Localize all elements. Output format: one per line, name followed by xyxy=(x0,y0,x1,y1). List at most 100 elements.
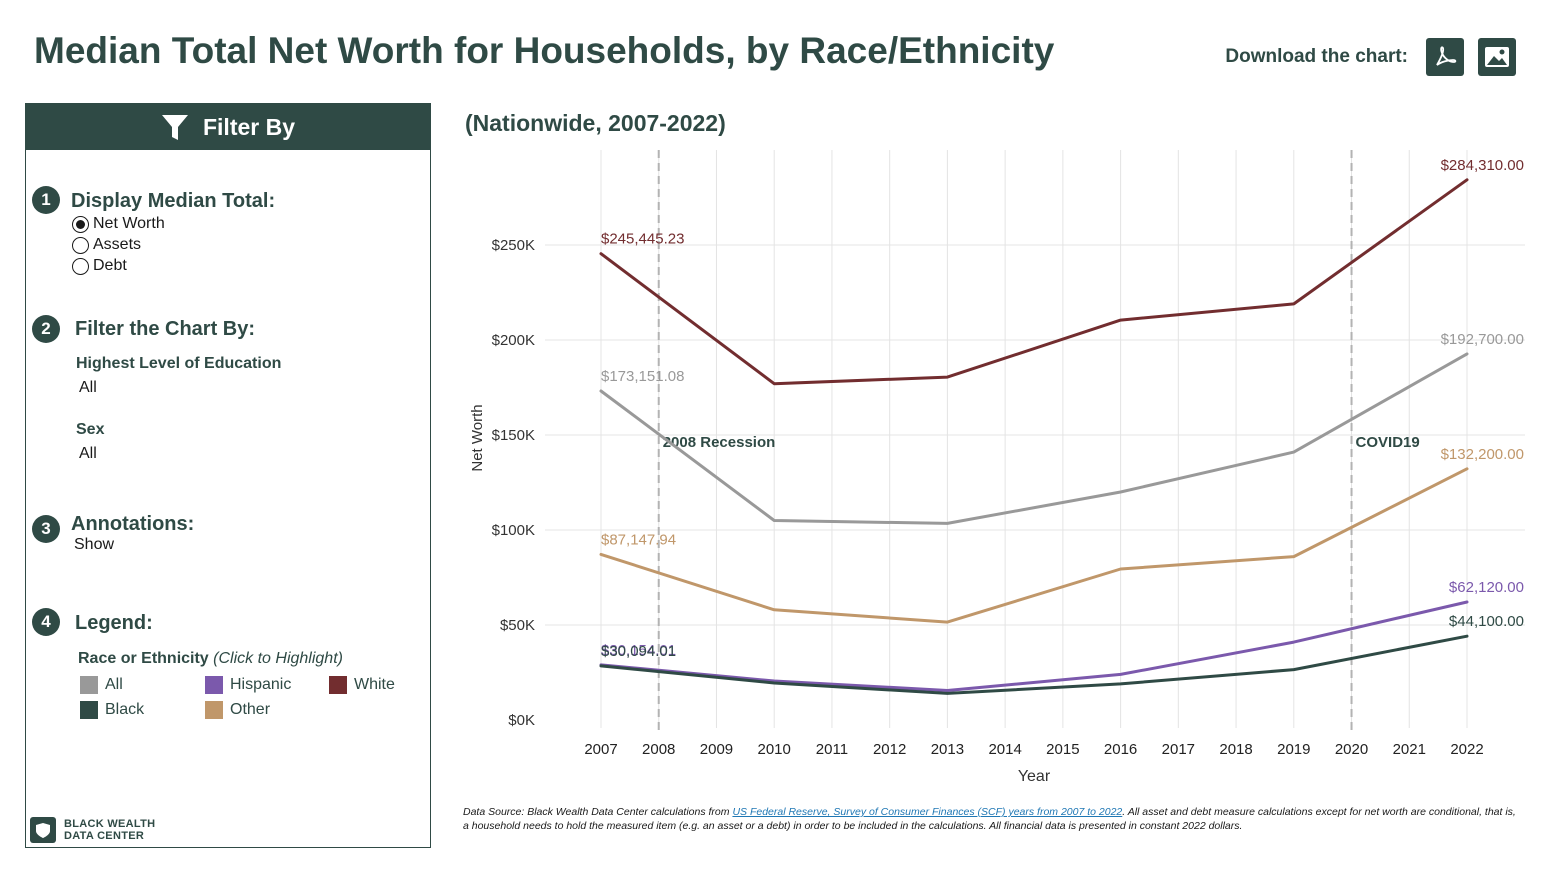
sex-select[interactable]: All xyxy=(79,445,97,462)
data-label-start: $30,154.01 xyxy=(601,642,676,659)
y-tick-label: $0K xyxy=(508,712,535,729)
download-bar: Download the chart: xyxy=(1225,38,1516,76)
x-tick-label: 2020 xyxy=(1335,741,1368,758)
x-tick-label: 2019 xyxy=(1277,741,1310,758)
x-tick-label: 2017 xyxy=(1162,741,1195,758)
annotations-title: Annotations: xyxy=(71,513,195,535)
legend-swatch xyxy=(205,701,223,719)
annotation-label: COVID19 xyxy=(1356,434,1420,451)
data-label-end: $62,120.00 xyxy=(1449,579,1524,596)
series-line-white xyxy=(599,178,1469,386)
legend-item-label: All xyxy=(105,676,123,693)
radio-debt[interactable]: Debt xyxy=(72,257,127,275)
legend-item-black[interactable]: Black xyxy=(80,701,144,719)
legend-label: Race or Ethnicity xyxy=(78,650,209,667)
step-number-3: 3 xyxy=(32,515,60,543)
filter-header-label: Filter By xyxy=(202,113,296,140)
filter-icon xyxy=(161,115,188,140)
brand-line-2: DATA CENTER xyxy=(64,830,145,842)
x-tick-label: 2015 xyxy=(1046,741,1079,758)
data-label-end: $192,700.00 xyxy=(1441,331,1524,348)
source-suffix: . All asset and debt measure calculation… xyxy=(463,806,1516,832)
legend-swatch xyxy=(329,676,347,694)
data-label-end: $132,200.00 xyxy=(1441,446,1524,463)
y-tick-label: $100K xyxy=(492,522,535,539)
radio-indicator[interactable] xyxy=(72,236,89,254)
download-image-button[interactable] xyxy=(1478,38,1516,76)
x-tick-label: 2010 xyxy=(758,741,791,758)
legend-item-label: Black xyxy=(105,701,145,718)
legend-swatch xyxy=(80,701,98,719)
y-tick-label: $250K xyxy=(492,237,535,254)
brand-text: BLACK WEALTH DATA CENTER xyxy=(64,818,155,842)
radio-net-worth[interactable]: Net Worth xyxy=(72,215,165,233)
legend-item-label: White xyxy=(354,676,395,693)
data-label-end: $44,100.00 xyxy=(1449,613,1524,630)
filter-panel: Filter By 1 Display Median Total: Net Wo… xyxy=(25,103,431,848)
radio-indicator[interactable] xyxy=(72,215,89,233)
x-tick-label: 2018 xyxy=(1219,741,1252,758)
x-tick-label: 2012 xyxy=(873,741,906,758)
display-median-title: Display Median Total: xyxy=(71,190,276,212)
x-tick-label: 2016 xyxy=(1104,741,1137,758)
x-tick-label: 2014 xyxy=(988,741,1021,758)
filter-chart-title: Filter the Chart By: xyxy=(75,318,256,340)
data-label-start: $87,147.94 xyxy=(601,531,676,548)
radio-label: Assets xyxy=(93,236,142,253)
step-number-4: 4 xyxy=(32,608,60,636)
legend-item-white[interactable]: White xyxy=(329,676,395,694)
legend-swatch xyxy=(80,676,98,694)
y-tick-label: $200K xyxy=(492,332,535,349)
series-line-black xyxy=(599,634,1469,695)
filter-header: Filter By xyxy=(26,104,430,150)
x-tick-label: 2021 xyxy=(1393,741,1426,758)
x-tick-label: 2009 xyxy=(700,741,733,758)
image-icon xyxy=(1485,47,1509,67)
education-select[interactable]: All xyxy=(79,379,97,396)
radio-assets[interactable]: Assets xyxy=(72,236,141,254)
legend-hint: (Click to Highlight) xyxy=(213,650,343,667)
x-tick-label: 2011 xyxy=(816,741,848,758)
page-title: Median Total Net Worth for Households, b… xyxy=(34,30,1055,71)
legend-swatch xyxy=(205,676,223,694)
data-label-start: $173,151.08 xyxy=(601,368,684,385)
pdf-icon xyxy=(1436,46,1457,66)
x-tick-label: 2007 xyxy=(584,741,617,758)
download-pdf-button[interactable] xyxy=(1426,38,1464,76)
data-label-end: $284,310.00 xyxy=(1441,157,1524,174)
x-tick-label: 2008 xyxy=(642,741,675,758)
chart-subtitle: (Nationwide, 2007-2022) xyxy=(465,110,726,136)
x-tick-label: 2022 xyxy=(1450,741,1483,758)
source-link[interactable]: US Federal Reserve, Survey of Consumer F… xyxy=(732,806,1123,818)
data-source-note: Data Source: Black Wealth Data Center ca… xyxy=(463,805,1523,833)
brand-logo: BLACK WEALTH DATA CENTER xyxy=(30,817,155,843)
series-line-other xyxy=(599,467,1469,624)
series-line-hispanic xyxy=(599,600,1469,692)
step-number-1: 1 xyxy=(32,186,60,214)
data-label-start: $245,445.23 xyxy=(601,231,684,248)
legend-item-label: Other xyxy=(230,701,271,718)
y-tick-label: $150K xyxy=(492,427,535,444)
series-line-all xyxy=(599,352,1469,525)
legend-item-hispanic[interactable]: Hispanic xyxy=(205,676,291,694)
education-label: Highest Level of Education xyxy=(76,355,282,372)
download-label: Download the chart: xyxy=(1225,46,1408,67)
annotation-label: 2008 Recession xyxy=(663,434,776,451)
brand-line-1: BLACK WEALTH xyxy=(64,818,156,830)
radio-label: Debt xyxy=(93,257,127,274)
legend-item-label: Hispanic xyxy=(230,676,292,693)
x-axis-title: Year xyxy=(1018,768,1051,785)
step-number-2: 2 xyxy=(32,315,60,343)
legend-caption: Race or Ethnicity (Click to Highlight) xyxy=(78,650,343,668)
y-tick-label: $50K xyxy=(500,617,535,634)
legend-title: Legend: xyxy=(75,612,153,634)
radio-indicator[interactable] xyxy=(72,257,89,275)
radio-label: Net Worth xyxy=(93,215,165,232)
brand-icon xyxy=(30,817,56,843)
annotations-select[interactable]: Show xyxy=(74,536,115,553)
legend-item-other[interactable]: Other xyxy=(205,701,270,719)
legend-item-all[interactable]: All xyxy=(80,676,123,694)
sex-label: Sex xyxy=(76,421,105,438)
y-axis-title: Net Worth xyxy=(469,404,486,471)
